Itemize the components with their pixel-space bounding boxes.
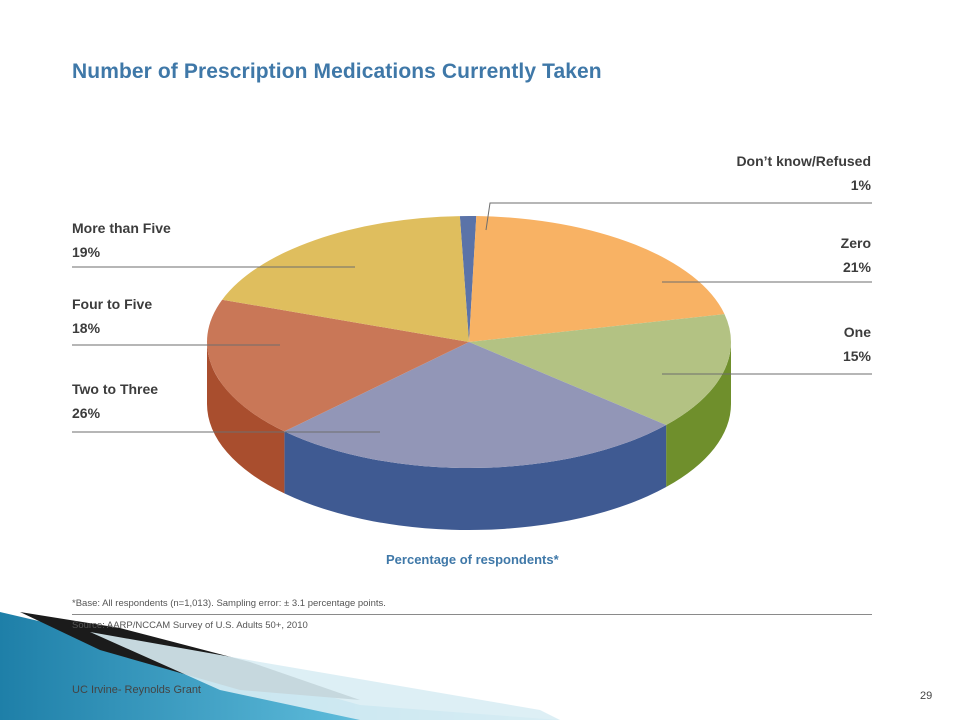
slice-four-to-five: [206, 299, 469, 432]
slice-side-two-to-three: [284, 424, 667, 530]
footnote-divider: [72, 614, 872, 615]
chart-title: Number of Prescription Medications Curre…: [72, 60, 602, 83]
slice-label-two-to-three: Two to Three 26%: [72, 377, 158, 425]
slice-label-two-to-three-value: 26%: [72, 405, 101, 421]
slice-label-dont-know-name: Don’t know/Refused: [736, 153, 871, 169]
slice-label-dont-know-value: 1%: [850, 177, 871, 193]
slice-side-four-to-five: [207, 342, 285, 494]
slice-label-one-name: One: [843, 324, 871, 340]
source-note: Source: AARP/NCCAM Survey of U.S. Adults…: [72, 620, 308, 631]
slice-label-zero: Zero 21%: [841, 231, 871, 279]
slice-zero: [469, 216, 725, 342]
slice-label-four-to-five-value: 18%: [72, 320, 101, 336]
slice-label-more-than-five: More than Five 19%: [72, 216, 171, 264]
slice-label-dont-know: Don’t know/Refused 1%: [736, 149, 871, 197]
slice-label-one: One 15%: [843, 320, 871, 368]
slice-label-more-than-five-value: 19%: [72, 244, 101, 260]
slice-label-four-to-five: Four to Five 18%: [72, 292, 152, 340]
slice-label-zero-value: 21%: [842, 259, 871, 275]
slice-side-one: [666, 342, 731, 487]
slice-label-zero-name: Zero: [840, 235, 871, 251]
slice-two-to-three: [284, 342, 667, 468]
slice-label-four-to-five-name: Four to Five: [72, 296, 153, 312]
page-number: 29: [920, 690, 933, 702]
footer-text: UC Irvine- Reynolds Grant: [72, 684, 201, 696]
base-footnote: *Base: All respondents (n=1,013). Sampli…: [72, 598, 386, 609]
slice-label-one-value: 15%: [842, 348, 871, 364]
leader-line-don-t-know-refused: [485, 202, 872, 231]
slice-label-two-to-three-name: Two to Three: [72, 381, 159, 397]
slice-label-more-than-five-name: More than Five: [72, 220, 171, 236]
slice-one: [469, 314, 731, 425]
x-axis-label: Percentage of respondents*: [386, 552, 559, 567]
slice-don-t-know-refused: [459, 216, 477, 342]
slice-more-than-five: [222, 216, 469, 342]
